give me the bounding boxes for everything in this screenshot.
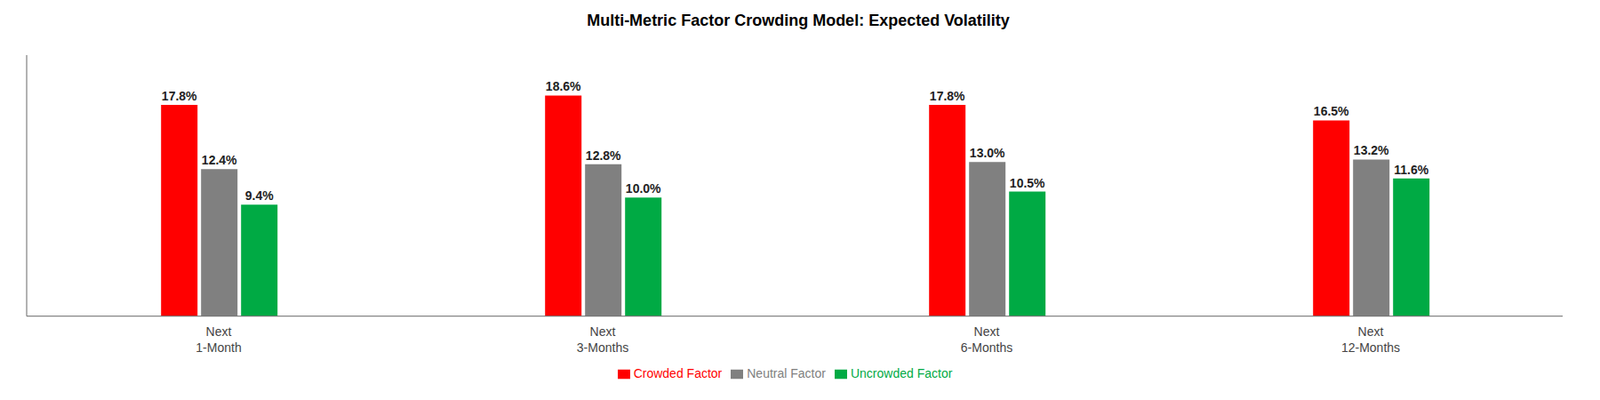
svg-text:18.6%: 18.6% — [545, 79, 582, 94]
svg-text:Next3-Months: Next3-Months — [576, 324, 629, 355]
svg-text:13.2%: 13.2% — [1353, 143, 1390, 158]
svg-text:12.4%: 12.4% — [201, 152, 238, 168]
html-text:Neutral Factor: Neutral Factor — [746, 365, 826, 381]
svg-text:16.5%: 16.5% — [1313, 104, 1350, 119]
svg-text:17.8%: 17.8% — [929, 88, 966, 104]
svg-text:Next6-Months: Next6-Months — [960, 324, 1013, 355]
html-text:Multi-Metric Factor Crowding M: Multi-Metric Factor Crowding Model: Expe… — [586, 11, 1010, 30]
svg-text:10.5%: 10.5% — [1009, 176, 1046, 191]
svg-text:9.4%: 9.4% — [245, 188, 274, 203]
svg-text:Next12-Months: Next12-Months — [1341, 324, 1400, 355]
svg-text:13.0%: 13.0% — [969, 145, 1006, 160]
svg-text:17.8%: 17.8% — [161, 88, 198, 104]
html-text:Crowded Factor: Crowded Factor — [633, 365, 723, 381]
svg-text:10.0%: 10.0% — [625, 181, 662, 196]
svg-text:12.8%: 12.8% — [585, 148, 622, 163]
svg-text:Next1-Month: Next1-Month — [195, 324, 241, 355]
svg-text:11.6%: 11.6% — [1393, 162, 1429, 177]
html-text:Uncrowded Factor: Uncrowded Factor — [850, 365, 953, 381]
